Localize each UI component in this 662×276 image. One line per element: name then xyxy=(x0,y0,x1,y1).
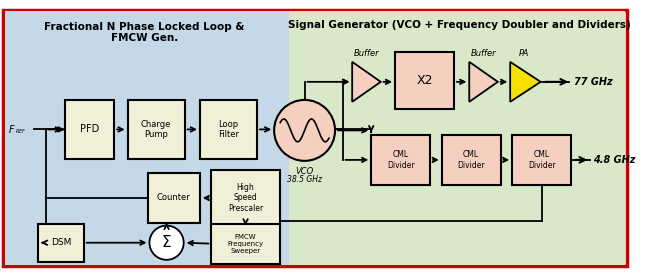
Text: 77 GHz: 77 GHz xyxy=(574,77,612,87)
Bar xyxy=(148,173,200,223)
Text: DSM: DSM xyxy=(51,238,71,247)
Circle shape xyxy=(150,225,183,260)
Text: 38.5 GHz: 38.5 GHz xyxy=(287,175,322,184)
Bar xyxy=(128,100,185,159)
Bar xyxy=(38,224,84,262)
Text: FMCW
Frequency
Sweeper: FMCW Frequency Sweeper xyxy=(228,234,263,254)
Text: $F$: $F$ xyxy=(8,123,15,136)
Text: Charge
Pump: Charge Pump xyxy=(141,120,171,139)
Text: PA: PA xyxy=(518,49,529,58)
Bar xyxy=(289,11,626,265)
Text: High
Speed
Prescaler: High Speed Prescaler xyxy=(228,183,263,213)
Text: VCO: VCO xyxy=(295,166,314,176)
Text: CML
Divider: CML Divider xyxy=(528,150,555,169)
Bar xyxy=(65,100,115,159)
Polygon shape xyxy=(510,62,541,102)
Text: 4.8 GHz: 4.8 GHz xyxy=(593,155,636,165)
Bar xyxy=(200,100,257,159)
Text: Buffer: Buffer xyxy=(471,49,496,58)
Bar xyxy=(211,170,280,225)
Text: Buffer: Buffer xyxy=(354,49,379,58)
Text: $_{REF}$: $_{REF}$ xyxy=(15,127,26,136)
Bar xyxy=(442,135,500,185)
Bar xyxy=(211,224,280,264)
Text: CML
Divider: CML Divider xyxy=(457,150,485,169)
Text: Signal Generator (VCO + Frequency Doubler and Dividers): Signal Generator (VCO + Frequency Double… xyxy=(289,20,631,30)
Text: CML
Divider: CML Divider xyxy=(387,150,414,169)
Text: Fractional N Phase Locked Loop &: Fractional N Phase Locked Loop & xyxy=(44,22,245,32)
Bar xyxy=(371,135,430,185)
Text: Σ: Σ xyxy=(162,235,171,250)
Circle shape xyxy=(274,100,335,161)
Text: X2: X2 xyxy=(416,75,433,87)
Text: Counter: Counter xyxy=(157,193,191,203)
Bar xyxy=(512,135,571,185)
Bar xyxy=(5,11,289,265)
Polygon shape xyxy=(469,62,498,102)
Text: Loop
Filter: Loop Filter xyxy=(218,120,239,139)
Bar xyxy=(395,52,454,110)
Text: PFD: PFD xyxy=(80,124,99,134)
Text: FMCW Gen.: FMCW Gen. xyxy=(111,33,178,43)
Polygon shape xyxy=(352,62,381,102)
